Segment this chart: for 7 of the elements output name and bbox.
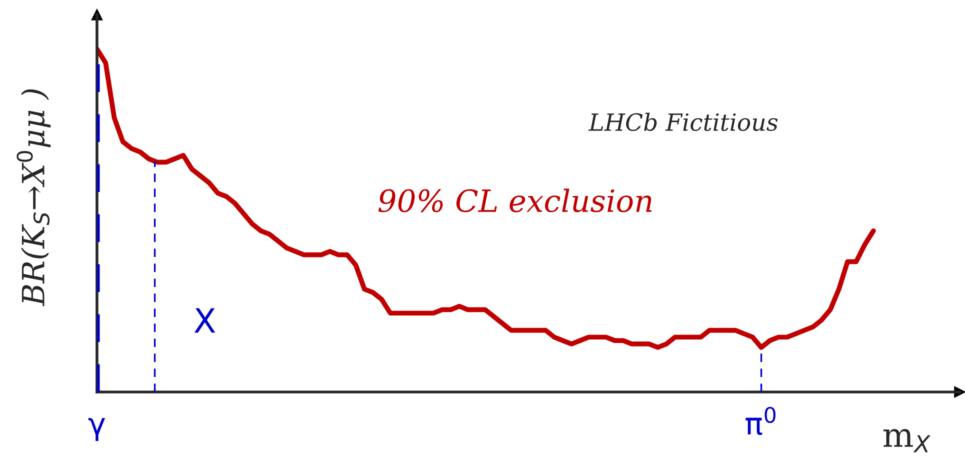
annotation: X (194, 308, 216, 333)
x-axis-title: m$_{X}$ (883, 429, 931, 452)
series-label: 90% CL exclusion (378, 188, 652, 212)
y-axis-title: BR(K$_{S}$→X$^{0}$μμ ) (16, 89, 51, 306)
annotation: LHCb Fictitious (588, 112, 778, 132)
x-tick-label: π$^{0}$ (746, 406, 776, 436)
x-tick-label: γ (88, 418, 106, 442)
